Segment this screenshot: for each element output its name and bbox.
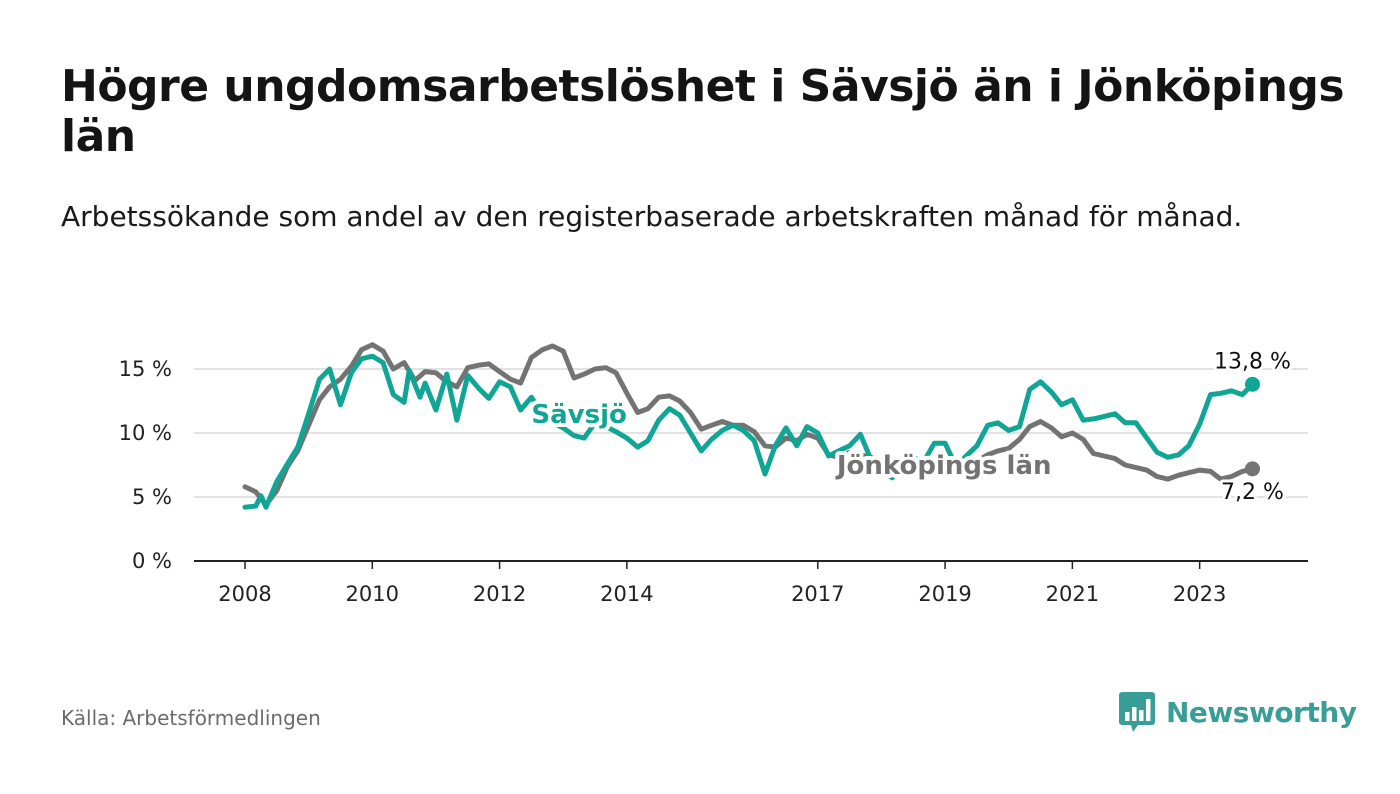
grid-lines (194, 368, 1308, 498)
series-end-value-label: 13,8 % (1214, 349, 1291, 374)
series-name-label: Sävsjö (531, 400, 626, 430)
series-end-value-label: 7,2 % (1221, 480, 1284, 505)
chart-title: Högre ungdomsarbetslöshet i Sävsjö än i … (61, 61, 1345, 162)
brand-name: Newsworthy (1166, 695, 1357, 729)
series-line-1 (242, 353, 1255, 510)
x-tick-label: 2021 (1046, 582, 1099, 606)
series-labels: Jönköpings län 7,2 % Sävsjö 13,8 % (527, 346, 1294, 507)
y-tick-label: 15 % (119, 357, 172, 381)
newsworthy-logo[interactable]: Newsworthy (1118, 690, 1357, 734)
series-end-point (1244, 376, 1260, 392)
y-tick-label: 10 % (119, 421, 172, 445)
x-tick-label: 2012 (473, 582, 526, 606)
source-note: Källa: Arbetsförmedlingen (61, 706, 321, 730)
chart-subtitle: Arbetssökande som andel av den registerb… (61, 200, 1243, 233)
y-axis-ticks: 0 % 5 % 10 % 15 % (119, 357, 172, 573)
series-lines (242, 342, 1260, 510)
x-tick-label: 2023 (1173, 582, 1226, 606)
x-tick-label: 2008 (218, 582, 271, 606)
x-tick-label: 2017 (791, 582, 844, 606)
newsworthy-chart-icon (1119, 692, 1155, 732)
y-tick-label: 0 % (132, 549, 172, 573)
series-end-point (1244, 461, 1260, 477)
series-name-label: Jönköpings län (835, 451, 1052, 481)
x-tick-label: 2019 (918, 582, 971, 606)
x-tick-label: 2014 (600, 582, 653, 606)
x-axis: 2008 2010 2012 2014 2017 2019 2021 2023 (194, 560, 1308, 606)
y-tick-label: 5 % (132, 485, 172, 509)
x-tick-label: 2010 (346, 582, 399, 606)
